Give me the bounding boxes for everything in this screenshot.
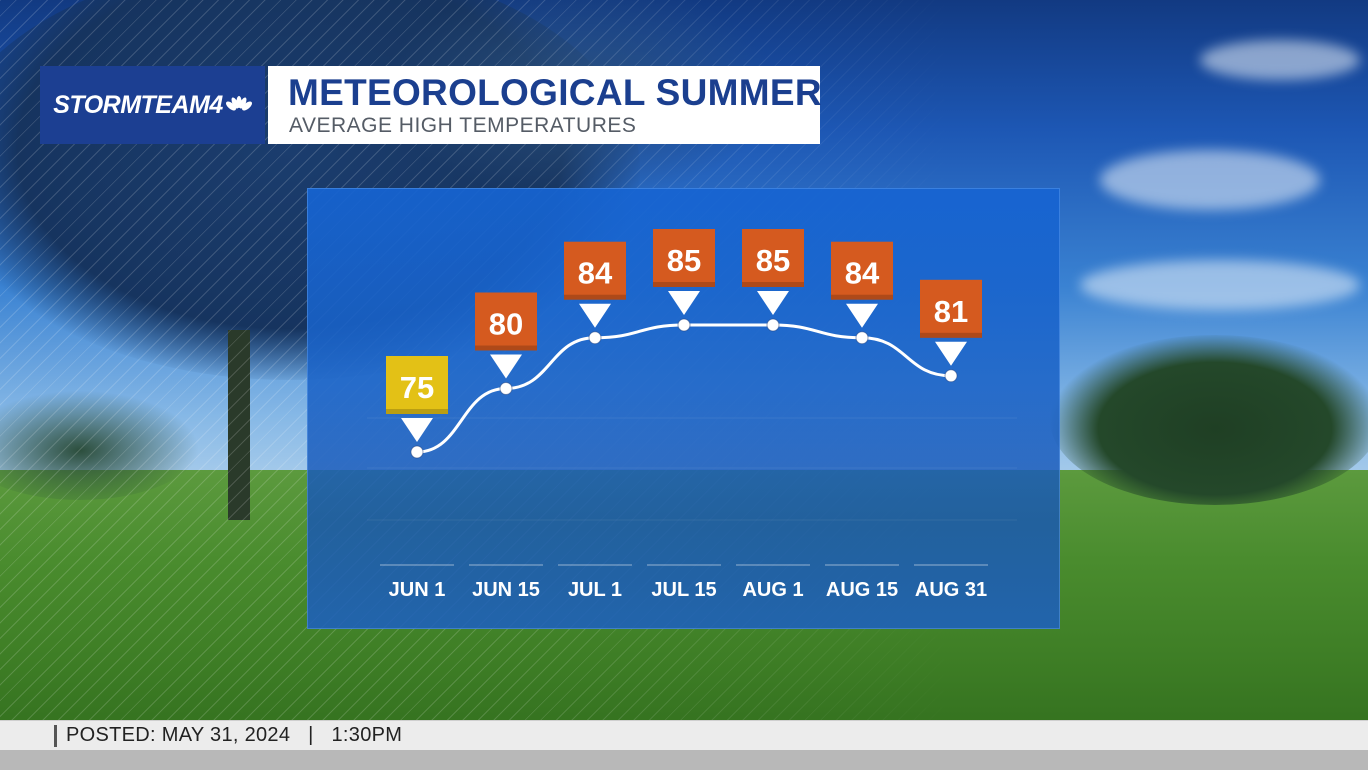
tag-pointer	[846, 303, 878, 328]
brand-name: STORMTEAM4	[53, 90, 223, 119]
data-label: 80	[489, 307, 523, 342]
tag-pointer	[757, 291, 789, 315]
temperature-line-chart: JUN 1 JUN 15 JUL 1 JUL 15 AUG 1 AUG 15 AUG 31 7…	[367, 229, 1017, 601]
tree-line	[0, 390, 200, 500]
chart-title: METEOROLOGICAL SUMMER	[288, 72, 822, 113]
data-point	[410, 445, 424, 459]
x-tick-label: AUG 15	[826, 579, 898, 601]
tag-pointer	[668, 291, 700, 315]
value-tag-shadow	[475, 345, 537, 351]
data-label: 85	[756, 243, 790, 278]
tree-line	[1050, 335, 1368, 505]
x-tick-label: JUN 15	[472, 579, 540, 601]
chart-panel: JUN 1 JUN 15 JUL 1 JUL 15 AUG 1 AUG 15 AUG 31 7…	[307, 188, 1060, 629]
title-box: METEOROLOGICAL SUMMER AVERAGE HIGH TEMPE…	[268, 66, 822, 144]
data-label: 84	[845, 256, 880, 291]
value-tag-shadow	[653, 282, 715, 287]
value-tag	[386, 356, 448, 414]
footer-bar: POSTED: MAY 31, 2024 | 1:30PM	[0, 720, 1368, 751]
tag-pointer	[935, 341, 967, 366]
value-tag	[831, 241, 893, 300]
x-tick-label: JUN 1	[389, 579, 446, 601]
data-point	[944, 369, 958, 383]
data-label: 75	[400, 370, 434, 405]
data-point	[855, 331, 869, 345]
data-point	[499, 382, 513, 395]
footer-accent	[54, 725, 57, 747]
posted-time: 1:30PM	[331, 724, 403, 746]
value-tag	[564, 241, 626, 300]
value-tag-shadow	[742, 282, 804, 287]
cloud	[1200, 40, 1360, 80]
x-tick-label: JUL 1	[568, 579, 622, 601]
posted-timestamp: POSTED: MAY 31, 2024 | 1:30PM	[66, 724, 402, 747]
tag-pointer	[401, 418, 433, 442]
value-tag-shadow	[386, 409, 448, 414]
data-point	[677, 318, 691, 332]
value-tag	[920, 279, 982, 338]
value-tag-shadow	[564, 294, 626, 300]
value-tag-shadow	[920, 332, 982, 338]
data-label: 84	[578, 256, 613, 291]
value-tag	[475, 292, 537, 351]
tree-trunk	[228, 330, 250, 520]
x-tick-label: AUG 1	[742, 579, 803, 601]
tag-pointer	[490, 354, 522, 379]
data-label: 85	[667, 243, 701, 278]
chart-subtitle: AVERAGE HIGH TEMPERATURES	[289, 114, 637, 137]
value-tag	[653, 229, 715, 287]
posted-label: POSTED:	[66, 724, 156, 746]
posted-date: MAY 31, 2024	[161, 724, 291, 746]
footer-separator: |	[308, 724, 314, 746]
data-label: 81	[934, 294, 968, 329]
peacock-icon	[225, 96, 252, 111]
data-point	[766, 318, 780, 332]
value-tag-shadow	[831, 294, 893, 300]
cloud	[1080, 260, 1360, 310]
data-point	[588, 331, 602, 345]
x-tick-label: AUG 31	[915, 579, 987, 601]
x-tick-label: JUL 15	[651, 579, 716, 601]
value-tag	[742, 229, 804, 287]
footer-lower-band	[0, 750, 1368, 770]
cloud	[1100, 150, 1320, 210]
stormteam4-logo: STORMTEAM4	[40, 66, 265, 144]
tag-pointer	[579, 303, 611, 328]
